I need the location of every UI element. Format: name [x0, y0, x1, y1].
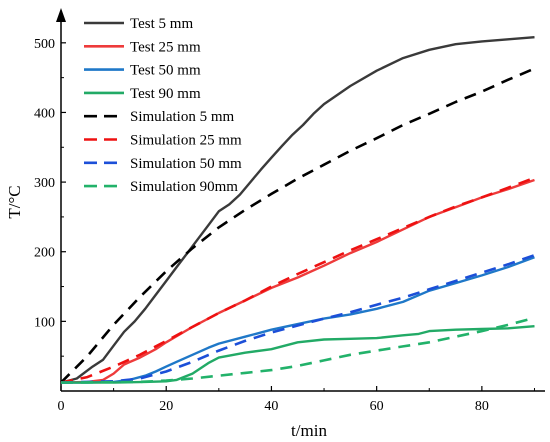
legend-label: Test 25 mm [130, 39, 201, 55]
y-axis-arrow [56, 8, 66, 22]
x-tick-label: 0 [58, 399, 65, 414]
series-line-3 [61, 256, 535, 384]
y-tick-label: 400 [34, 106, 55, 121]
series-line-2 [60, 178, 535, 384]
y-tick-label: 200 [34, 246, 55, 261]
x-tick-label: 60 [370, 399, 384, 414]
x-tick-label: 40 [264, 399, 278, 414]
series-line-1 [60, 36, 535, 384]
legend-label: Test 90 mm [130, 86, 201, 102]
x-tick-label: 80 [475, 399, 489, 414]
y-tick-label: 500 [34, 37, 55, 52]
legend-label: Simulation 25 mm [130, 133, 242, 149]
legend-label: Test 50 mm [130, 63, 201, 79]
series-line-8 [60, 316, 535, 384]
legend-label: Test 5 mm [130, 16, 193, 32]
series-line-6 [60, 176, 535, 384]
y-tick-label: 300 [34, 176, 55, 191]
x-axis-title: t/min [291, 421, 327, 440]
legend: Test 5 mm Test 25 mm Test 50 mm Test 90 mm S… [84, 16, 242, 195]
legend-label: Simulation 5 mm [130, 109, 235, 125]
legend-label: Simulation 50 mm [130, 156, 242, 172]
series-line-5 [60, 67, 536, 384]
x-tick-label: 20 [159, 399, 173, 414]
series-layer [60, 36, 536, 384]
series-line-7 [60, 253, 535, 384]
y-tick-label: 100 [34, 315, 55, 330]
legend-label: Simulation 90mm [130, 179, 238, 195]
axes: 0 20 40 60 80 100 200 300 400 500 [34, 8, 545, 414]
y-axis-title: T/°C [5, 185, 24, 218]
